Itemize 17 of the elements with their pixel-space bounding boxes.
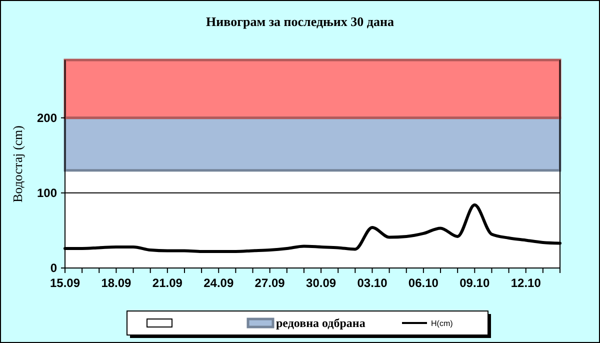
legend-label: редовна одбрана [276, 316, 366, 330]
chart-title: Нивограм за последњих 30 дана [206, 14, 394, 29]
x-tick-label: 27.09 [254, 276, 286, 290]
legend-label: H(cm) [431, 318, 454, 328]
x-tick-label: 09.10 [460, 276, 490, 290]
x-tick-label: 18.09 [101, 276, 132, 290]
x-tick-label: 30.09 [306, 276, 336, 290]
x-tick-label: 06.10 [408, 276, 439, 290]
x-tick-label: 12.10 [510, 276, 542, 290]
y-tick-label: 100 [36, 186, 58, 200]
x-tick-label: 15.09 [50, 276, 80, 290]
y-tick-label: 200 [36, 111, 58, 126]
x-tick-label: 03.10 [357, 276, 388, 290]
y-axis-title: Водостај (cm) [10, 125, 25, 203]
x-tick-label: 24.09 [204, 276, 234, 290]
x-tick-label: 21.09 [152, 276, 183, 290]
y-tick-label: 0 [50, 261, 58, 276]
